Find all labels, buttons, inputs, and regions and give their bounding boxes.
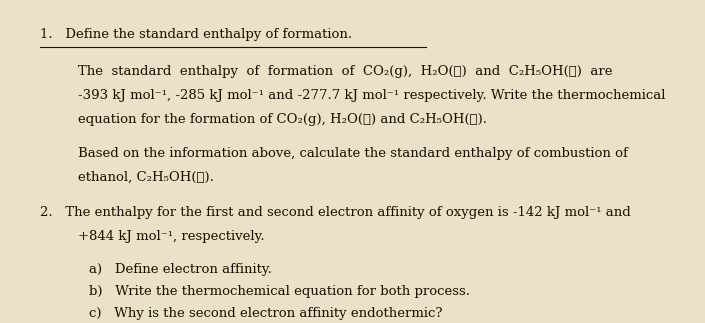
Text: b)   Write the thermochemical equation for both process.: b) Write the thermochemical equation for…: [89, 285, 470, 298]
Text: 1.   Define the standard enthalpy of formation.: 1. Define the standard enthalpy of forma…: [39, 28, 352, 41]
Text: The  standard  enthalpy  of  formation  of  CO₂(g),  H₂O(ℓ)  and  C₂H₅OH(ℓ)  are: The standard enthalpy of formation of CO…: [78, 65, 613, 78]
Text: 2.   The enthalpy for the first and second electron affinity of oxygen is -142 k: 2. The enthalpy for the first and second…: [39, 206, 630, 219]
Text: c)   Why is the second electron affinity endothermic?: c) Why is the second electron affinity e…: [89, 307, 442, 320]
Text: -393 kJ mol⁻¹, -285 kJ mol⁻¹ and -277.7 kJ mol⁻¹ respectively. Write the thermoc: -393 kJ mol⁻¹, -285 kJ mol⁻¹ and -277.7 …: [78, 89, 666, 102]
Text: Based on the information above, calculate the standard enthalpy of combustion of: Based on the information above, calculat…: [78, 147, 628, 160]
Text: ethanol, C₂H₅OH(ℓ).: ethanol, C₂H₅OH(ℓ).: [78, 171, 214, 184]
Text: equation for the formation of CO₂(g), H₂O(ℓ) and C₂H₅OH(ℓ).: equation for the formation of CO₂(g), H₂…: [78, 113, 487, 126]
Text: a)   Define electron affinity.: a) Define electron affinity.: [89, 263, 271, 276]
Text: +844 kJ mol⁻¹, respectively.: +844 kJ mol⁻¹, respectively.: [78, 230, 265, 243]
